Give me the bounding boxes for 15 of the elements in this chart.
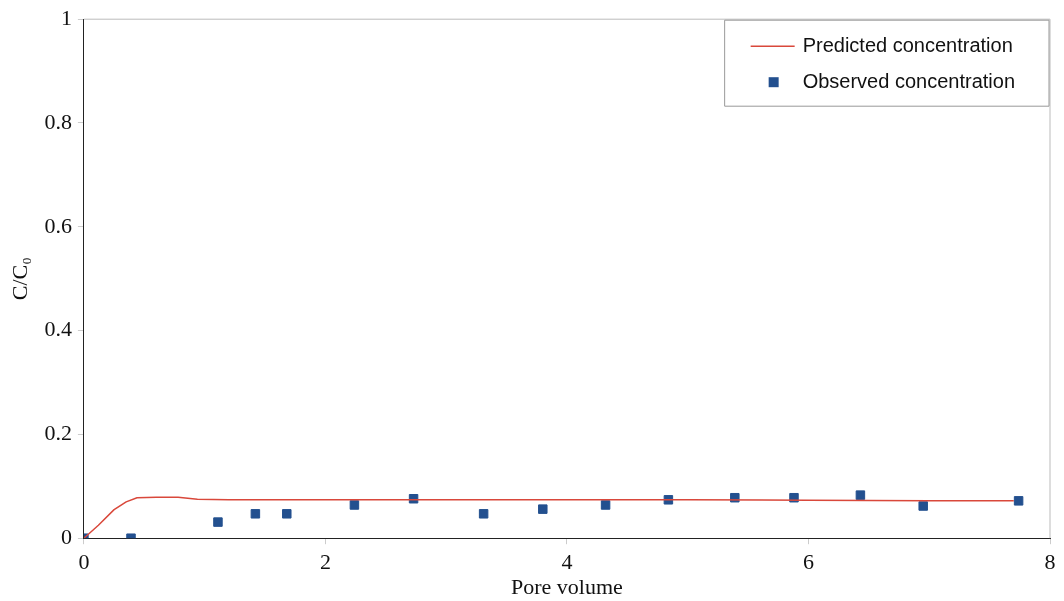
y-tick-label: 0.6 xyxy=(44,212,72,238)
x-tick-label: 2 xyxy=(319,549,331,575)
y-axis-title: C/C₀ xyxy=(6,257,32,301)
y-tick-label: 0.4 xyxy=(44,316,72,342)
y-tick-label: 0.8 xyxy=(44,108,72,134)
legend-label: Observed concentration xyxy=(802,69,1015,92)
x-tick-label: 6 xyxy=(802,549,814,575)
x-tick-label: 8 xyxy=(1044,549,1056,575)
y-tick-label: 0.2 xyxy=(44,420,72,446)
y-tick-label: 1 xyxy=(60,4,72,30)
x-tick-label: 4 xyxy=(561,549,573,575)
legend-label: Predicted concentration xyxy=(802,33,1013,56)
y-tick-label: 0 xyxy=(60,523,72,549)
x-tick-label: 0 xyxy=(78,549,90,575)
x-axis-title: Pore volume xyxy=(511,573,623,599)
